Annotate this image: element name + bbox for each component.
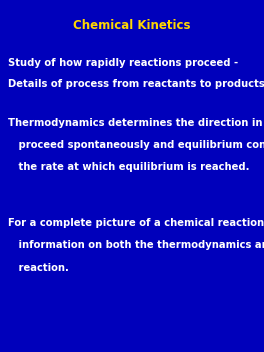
Text: Chemical Kinetics: Chemical Kinetics xyxy=(73,19,191,32)
Text: information on both the thermodynamics and kinetics of a: information on both the thermodynamics a… xyxy=(8,240,264,250)
Text: proceed spontaneously and equilibrium conditions, but not: proceed spontaneously and equilibrium co… xyxy=(8,140,264,150)
Text: the rate at which equilibrium is reached.: the rate at which equilibrium is reached… xyxy=(8,162,249,172)
Text: Details of process from reactants to products -: Details of process from reactants to pro… xyxy=(8,79,264,89)
Text: Thermodynamics determines the direction in which reactions: Thermodynamics determines the direction … xyxy=(8,118,264,128)
Text: For a complete picture of a chemical reaction need: For a complete picture of a chemical rea… xyxy=(8,218,264,228)
Text: reaction.: reaction. xyxy=(8,263,69,272)
Text: Study of how rapidly reactions proceed -: Study of how rapidly reactions proceed - xyxy=(8,58,242,68)
